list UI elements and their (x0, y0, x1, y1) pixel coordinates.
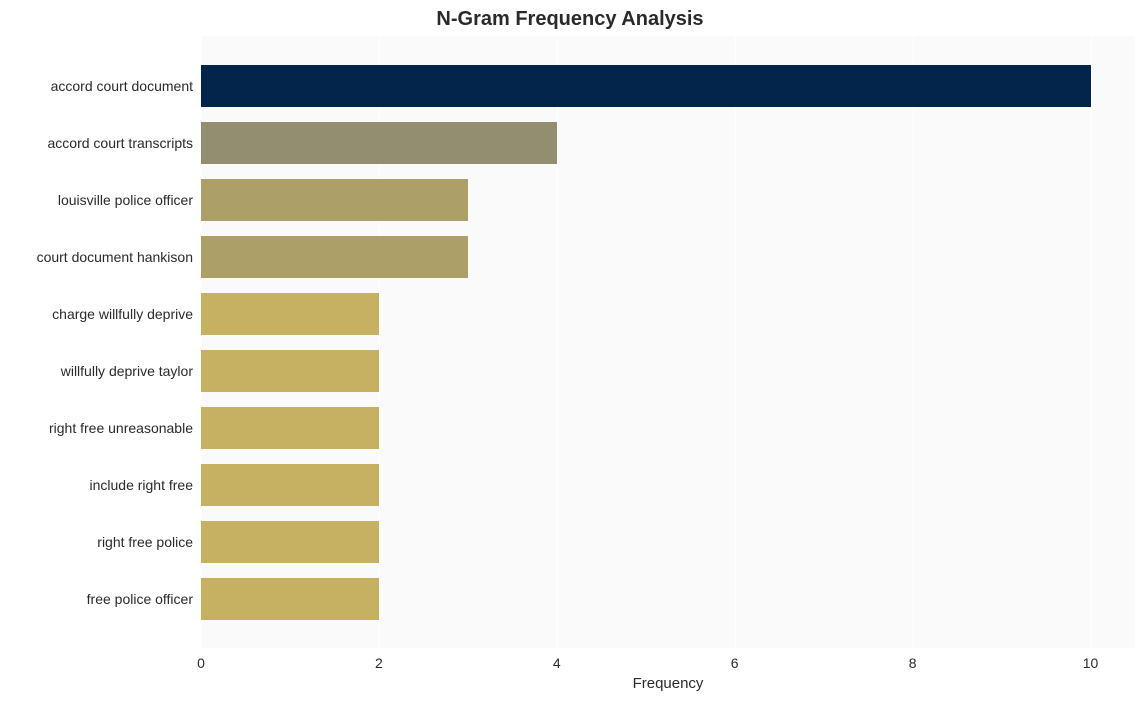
bar (201, 464, 379, 506)
bar-row (201, 521, 379, 563)
x-axis-label: Frequency (201, 675, 1135, 692)
y-tick-label: accord court document (0, 78, 193, 94)
x-tick-label: 8 (909, 655, 917, 671)
bar-row (201, 236, 468, 278)
y-tick-label: louisville police officer (0, 192, 193, 208)
bar-row (201, 293, 379, 335)
bar-row (201, 65, 1091, 107)
bar (201, 236, 468, 278)
bar-row (201, 350, 379, 392)
gridline (913, 36, 914, 648)
y-tick-label: free police officer (0, 591, 193, 607)
y-tick-label: court document hankison (0, 249, 193, 265)
gridline (735, 36, 736, 648)
bar-row (201, 578, 379, 620)
y-tick-label: charge willfully deprive (0, 306, 193, 322)
bar-row (201, 179, 468, 221)
y-tick-label: right free police (0, 534, 193, 550)
x-tick-label: 10 (1083, 655, 1099, 671)
bar (201, 407, 379, 449)
bar (201, 179, 468, 221)
y-tick-label: right free unreasonable (0, 420, 193, 436)
x-tick-label: 0 (197, 655, 205, 671)
gridline (557, 36, 558, 648)
bar (201, 521, 379, 563)
bar-row (201, 122, 557, 164)
bar (201, 293, 379, 335)
plot-area (201, 36, 1135, 648)
bar (201, 65, 1091, 107)
x-tick-label: 6 (731, 655, 739, 671)
x-tick-label: 2 (375, 655, 383, 671)
bar-row (201, 464, 379, 506)
x-tick-label: 4 (553, 655, 561, 671)
bar (201, 122, 557, 164)
chart-title: N-Gram Frequency Analysis (0, 8, 1140, 31)
gridline (1091, 36, 1092, 648)
y-tick-label: willfully deprive taylor (0, 363, 193, 379)
bar (201, 578, 379, 620)
bar-row (201, 407, 379, 449)
bar (201, 350, 379, 392)
y-tick-label: include right free (0, 477, 193, 493)
y-tick-label: accord court transcripts (0, 135, 193, 151)
